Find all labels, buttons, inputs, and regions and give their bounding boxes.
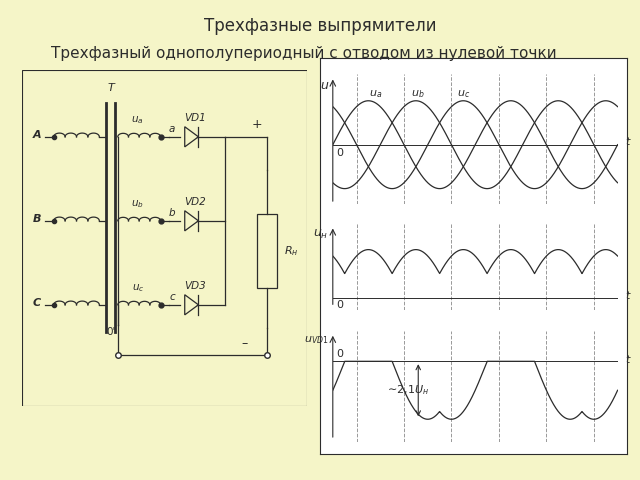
Bar: [257, 214, 277, 288]
Text: 0': 0': [106, 327, 115, 337]
Text: $u_a$: $u_a$: [131, 115, 144, 127]
Text: VD1: VD1: [184, 113, 205, 123]
Text: t: t: [625, 355, 630, 365]
Text: $u_b$: $u_b$: [412, 88, 425, 100]
Text: $u_{VD1}$: $u_{VD1}$: [303, 334, 328, 346]
Text: 0: 0: [336, 349, 343, 359]
Text: VD2: VD2: [184, 197, 205, 207]
Text: t: t: [625, 291, 630, 301]
Text: T: T: [108, 83, 114, 93]
Text: c: c: [169, 292, 175, 302]
Text: $u_c$: $u_c$: [131, 283, 144, 295]
Text: Трехфазный однополупериодный с отводом из нулевой точки: Трехфазный однополупериодный с отводом и…: [51, 46, 557, 60]
Text: $R_н$: $R_н$: [284, 244, 299, 258]
Text: A: A: [33, 130, 41, 140]
Text: a: a: [169, 124, 175, 134]
Text: 0: 0: [336, 300, 343, 310]
Text: Трехфазные выпрямители: Трехфазные выпрямители: [204, 17, 436, 35]
Text: VD3: VD3: [184, 281, 205, 291]
Text: –: –: [241, 337, 248, 350]
Text: $\sim\!2{,}1U_н$: $\sim\!2{,}1U_н$: [385, 383, 429, 397]
Text: $u_c$: $u_c$: [457, 88, 470, 100]
Text: +: +: [252, 119, 262, 132]
Text: C: C: [33, 298, 41, 308]
Text: B: B: [33, 214, 41, 224]
Text: 0: 0: [336, 148, 343, 158]
Text: $u_н$: $u_н$: [313, 228, 328, 241]
Text: $u_b$: $u_b$: [131, 199, 144, 211]
Text: b: b: [169, 208, 176, 218]
Text: $u_a$: $u_a$: [369, 88, 382, 100]
Text: t: t: [625, 137, 630, 147]
Text: u: u: [321, 79, 328, 92]
